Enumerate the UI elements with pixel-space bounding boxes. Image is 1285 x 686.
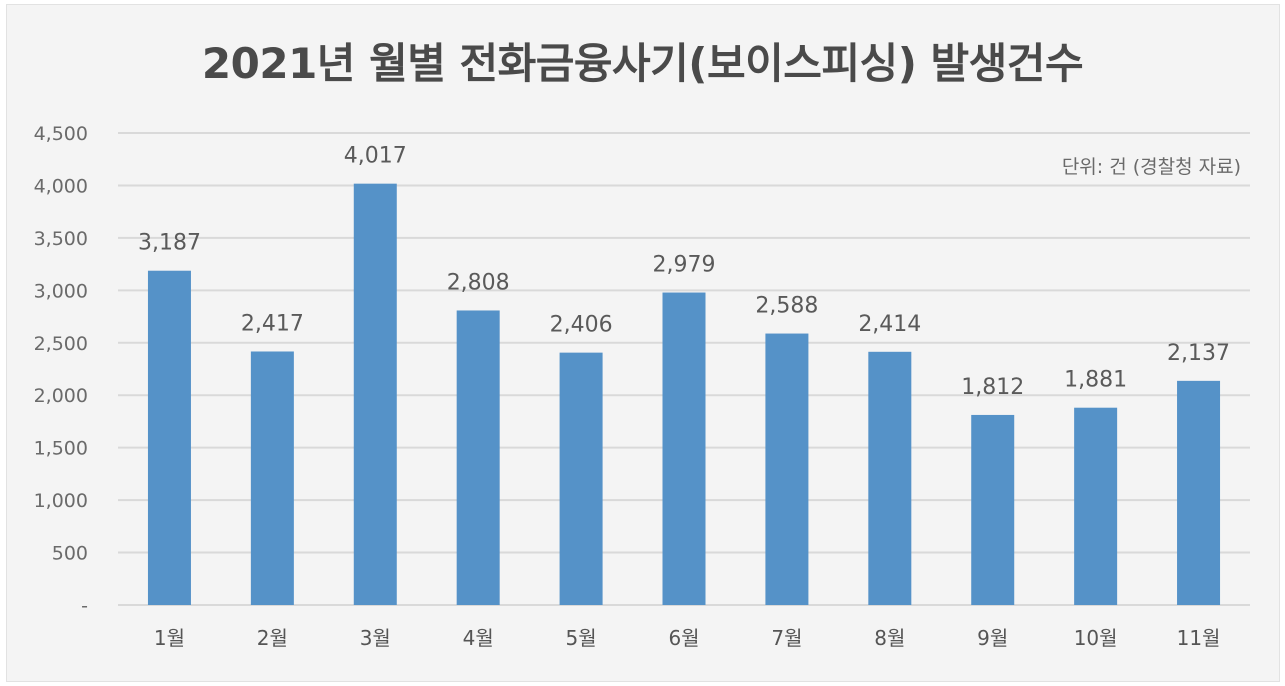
x-tick-label: 6월 — [668, 626, 699, 650]
y-axis: - 500 1,000 1,500 2,000 2,500 3,000 3,500 4,000 4… — [34, 123, 88, 617]
y-tick-label: 500 — [52, 543, 88, 565]
y-tick-label: - — [81, 595, 88, 617]
data-label: 4,017 — [344, 144, 407, 169]
data-label: 2,137 — [1167, 341, 1230, 366]
x-axis: 1월 2월 3월 4월 5월 6월 7월 8월 9월 10월 11월 — [154, 626, 1221, 650]
data-label: 2,588 — [755, 294, 818, 319]
x-tick-label: 9월 — [977, 626, 1008, 650]
bar — [353, 183, 397, 606]
bar — [971, 414, 1015, 605]
y-tick-label: 3,000 — [34, 280, 88, 302]
y-tick-label: 4,000 — [34, 175, 88, 197]
data-label: 1,881 — [1064, 368, 1127, 393]
bar — [147, 270, 191, 605]
data-label: 2,414 — [858, 312, 921, 337]
source-note: 단위: 건 (경찰청 자료) — [1061, 156, 1241, 178]
bar — [250, 351, 294, 605]
data-label: 2,406 — [550, 313, 613, 338]
bar — [1074, 407, 1118, 605]
chart-title: 2021년 월별 전화금융사기(보이스피싱) 발생건수 — [201, 39, 1084, 88]
x-tick-label: 5월 — [566, 626, 597, 650]
y-tick-label: 4,500 — [34, 123, 88, 145]
bar — [765, 333, 809, 605]
bar — [868, 351, 912, 605]
x-tick-label: 8월 — [874, 626, 905, 650]
x-tick-label: 1월 — [154, 626, 185, 650]
bars — [147, 183, 1221, 606]
data-label: 2,417 — [241, 311, 304, 336]
x-tick-label: 3월 — [360, 626, 391, 650]
x-tick-label: 7월 — [771, 626, 802, 650]
data-label: 2,808 — [447, 270, 510, 295]
bar — [1177, 380, 1221, 605]
x-tick-label: 11월 — [1177, 626, 1221, 650]
y-tick-label: 2,000 — [34, 385, 88, 407]
bar — [662, 292, 706, 605]
data-labels: 3,187 2,417 4,017 2,808 2,406 2,979 2,588 2,414… — [138, 144, 1230, 400]
data-label: 3,187 — [138, 231, 201, 256]
bar — [559, 352, 603, 605]
x-tick-label: 4월 — [463, 626, 494, 650]
data-label: 2,979 — [653, 253, 716, 278]
y-tick-label: 2,500 — [34, 333, 88, 355]
y-tick-label: 1,000 — [34, 490, 88, 512]
y-tick-label: 3,500 — [34, 228, 88, 250]
x-tick-label: 2월 — [257, 626, 288, 650]
data-label: 1,812 — [961, 375, 1024, 400]
x-tick-label: 10월 — [1074, 626, 1118, 650]
bar — [456, 310, 500, 605]
y-tick-label: 1,500 — [34, 438, 88, 460]
